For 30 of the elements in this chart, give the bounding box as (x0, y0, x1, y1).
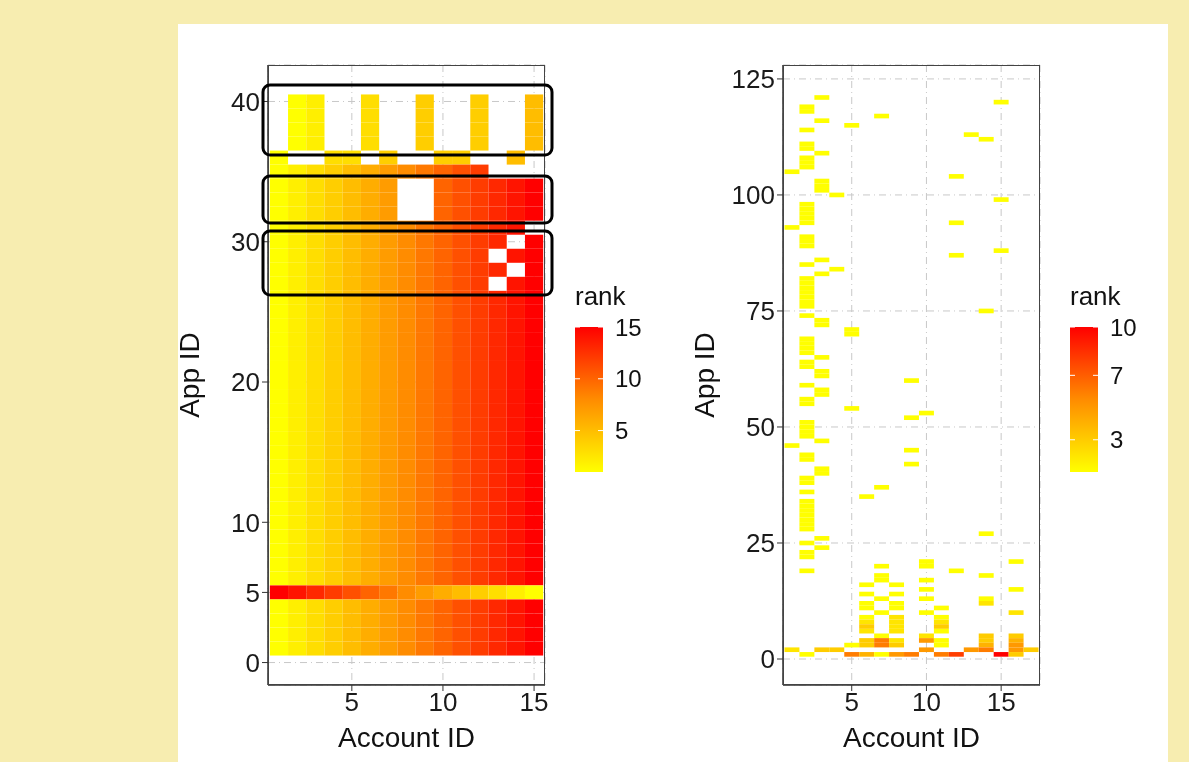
color-bar-title: rank (1070, 281, 1122, 311)
x-tick-label: 15 (519, 687, 549, 718)
x-tick-label: 10 (911, 687, 941, 718)
color-bar-label: 10 (615, 365, 642, 393)
y-axis-title: App ID (689, 332, 721, 418)
color-bar-label: 10 (1110, 313, 1137, 341)
y-tick-label: 20 (231, 367, 260, 398)
y-tick-label: 0 (245, 647, 260, 678)
y-tick-label: 50 (746, 412, 775, 443)
x-tick-label: 15 (986, 687, 1016, 718)
y-tick-label: 75 (746, 296, 775, 327)
y-tick-label: 125 (731, 64, 775, 95)
x-tick-label: 10 (428, 687, 458, 718)
color-bar-label: 5 (615, 417, 629, 445)
y-tick-label: 5 (245, 577, 260, 608)
x-axis-title: Account ID (842, 722, 981, 754)
y-tick-label: 0 (760, 644, 775, 675)
color-bar-label: 3 (1110, 426, 1124, 454)
color-bar-title: rank (575, 281, 627, 311)
y-tick-label: 10 (231, 507, 260, 538)
color-bar-label: 15 (615, 313, 642, 341)
x-tick-label: 5 (344, 687, 360, 718)
x-tick-label: 5 (844, 687, 859, 718)
color-bar-label: 7 (1110, 361, 1124, 389)
y-tick-label: 25 (746, 528, 775, 559)
x-axis-title: Account ID (337, 722, 476, 754)
y-axis-title: App ID (174, 332, 206, 418)
y-tick-label: 100 (731, 180, 775, 211)
y-tick-label: 30 (231, 226, 260, 257)
y-tick-label: 40 (231, 86, 260, 117)
